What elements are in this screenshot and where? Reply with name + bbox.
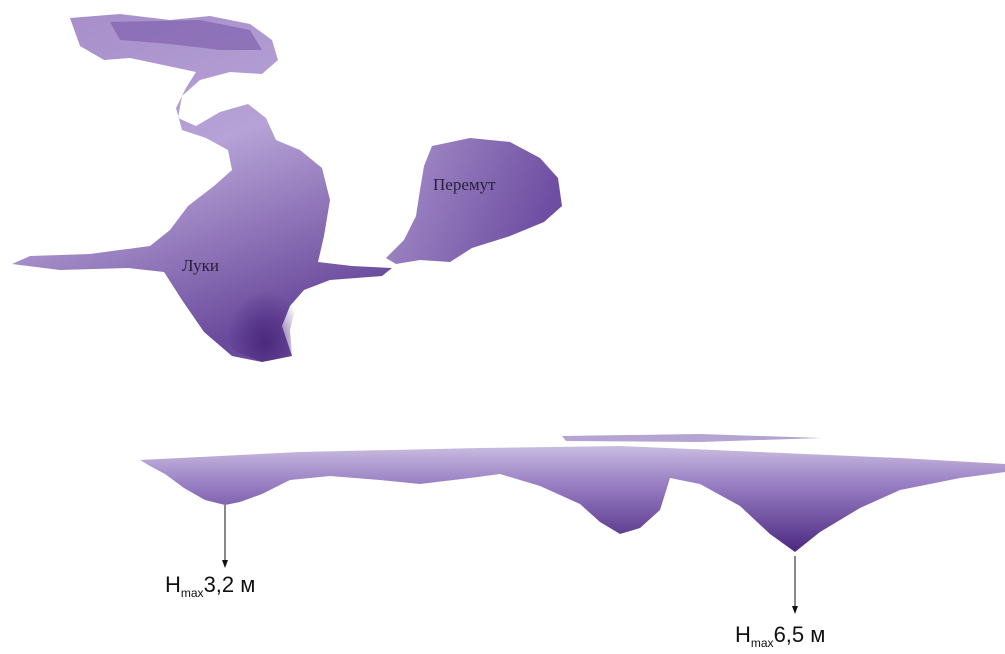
depth-label: Hmax3,2 м (165, 572, 255, 600)
depth-profile (140, 446, 1005, 552)
arrow-head (792, 606, 798, 614)
arrow-head (222, 560, 228, 568)
depth-value: 3,2 м (204, 572, 256, 597)
lake-luki-deep (222, 260, 300, 362)
depth-subscript: max (181, 586, 204, 600)
depth-label: Hmax6,5 м (735, 622, 825, 650)
figure: Луки Перемут Hmax3,2 м Hmax6,5 м (0, 0, 1005, 654)
page: {"lakes": [{"label": "Луки"}, {"label": … (0, 0, 1005, 654)
depth-symbol: H (735, 622, 751, 647)
lake-peremut (386, 138, 562, 264)
depth-profile-top (562, 434, 822, 442)
depth-symbol: H (165, 572, 181, 597)
depth-subscript: max (751, 636, 774, 650)
lake-label: Перемут (433, 175, 496, 194)
lake-label: Луки (182, 256, 219, 275)
depth-value: 6,5 м (774, 622, 826, 647)
lake-luki (12, 14, 392, 362)
